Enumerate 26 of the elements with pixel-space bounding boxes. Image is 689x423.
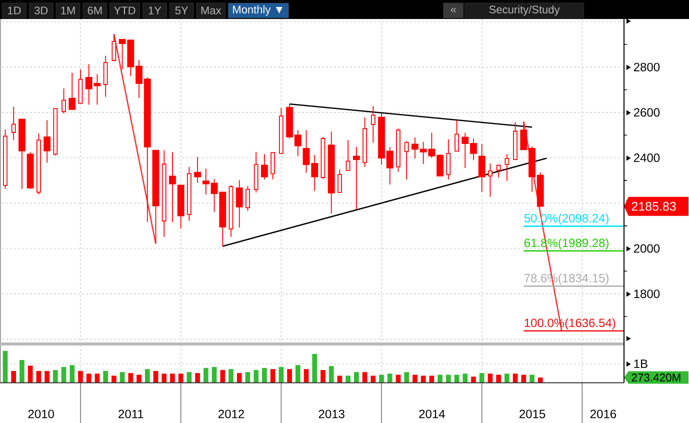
text: Security/Study [489, 5, 560, 16]
y-tick-label: 2000 [634, 244, 660, 253]
x-tick-label: 2011 [118, 410, 144, 418]
text: 1Y [148, 6, 162, 14]
text: YTD [114, 6, 136, 14]
text: « [450, 8, 456, 12]
x-tick-label: 2013 [318, 410, 344, 418]
text: Monthly ▼ [233, 5, 282, 16]
x-tick-label: 2012 [218, 410, 244, 418]
text: 5Y [175, 6, 188, 14]
text: 1M [61, 6, 75, 14]
text: 2185.83 [632, 202, 676, 211]
x-tick-label: 2014 [419, 410, 445, 418]
y-tick-label: 2600 [634, 108, 660, 117]
text: 273.420M [632, 374, 680, 382]
x-tick-label: 2010 [28, 410, 54, 418]
text: Max [201, 6, 222, 14]
y-tick-label: 2400 [634, 154, 660, 162]
text: 6M [88, 6, 102, 14]
x-tick-label: 2015 [520, 410, 546, 418]
y-tick-label: 1800 [634, 290, 660, 298]
text: 3D [34, 6, 48, 14]
y-tick-label: 1B [634, 360, 648, 368]
text: 1D [8, 6, 21, 14]
x-tick-label: 2016 [590, 410, 616, 418]
y-tick-label: 2800 [634, 62, 660, 72]
